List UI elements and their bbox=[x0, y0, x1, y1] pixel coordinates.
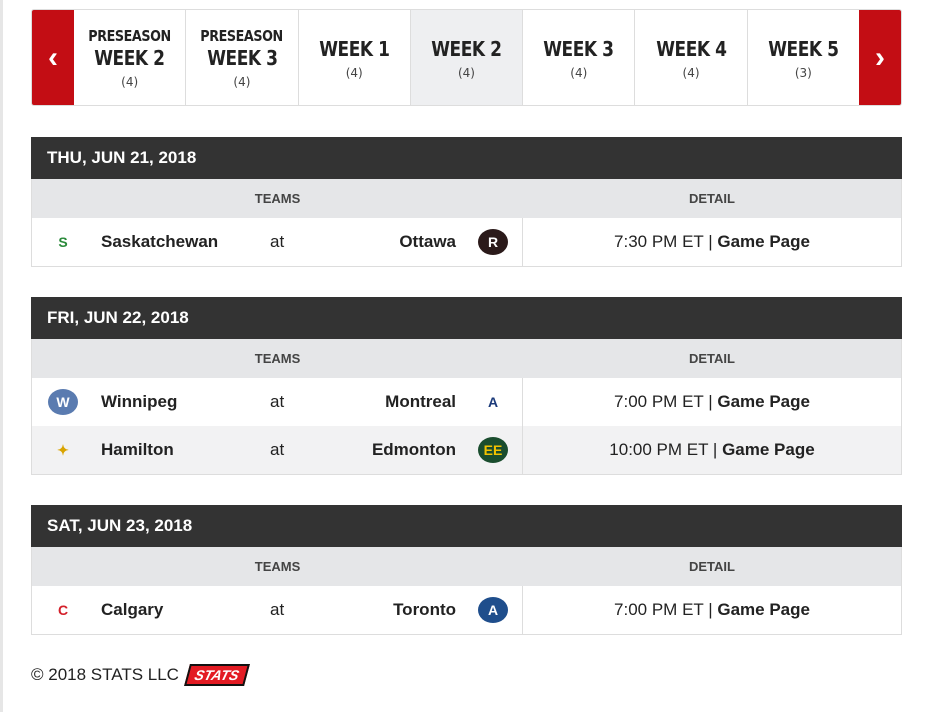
calgary-logo-icon: C bbox=[57, 602, 69, 618]
separator: | bbox=[703, 392, 718, 411]
tab-label: WEEK 3 bbox=[543, 36, 615, 61]
tab-label: WEEK 3 bbox=[206, 45, 278, 70]
prev-week-button[interactable]: ‹ bbox=[32, 10, 74, 105]
tab-count: (4) bbox=[457, 65, 475, 80]
detail-column-header: DETAIL bbox=[689, 351, 735, 366]
game-time: 7:30 PM ET bbox=[614, 232, 704, 251]
week-navigation: ‹ PRESEASON WEEK 2 (4) PRESEASON WEEK 3 (4) WE… bbox=[31, 9, 902, 106]
detail-column-header: DETAIL bbox=[689, 191, 735, 206]
day-schedule: THU, JUN 21, 2018 TEAMS DETAIL S Saskatche… bbox=[31, 137, 902, 267]
game-row: W Winnipeg at Montreal A 7:00 PM ET | Game P… bbox=[32, 378, 901, 426]
chevron-left-icon: ‹ bbox=[48, 40, 58, 74]
tab-count: (3) bbox=[794, 65, 812, 80]
tab-prefix: PRESEASON bbox=[200, 26, 284, 45]
away-team: Winnipeg bbox=[101, 392, 178, 411]
week-tab[interactable]: WEEK 3 (4) bbox=[522, 10, 634, 105]
at-label: at bbox=[270, 600, 285, 619]
chevron-right-icon: › bbox=[874, 40, 885, 74]
ottawa-logo-icon: R bbox=[478, 229, 508, 255]
day-schedule: FRI, JUN 22, 2018 TEAMS DETAIL W Winnipeg a… bbox=[31, 297, 902, 475]
teams-column-header: TEAMS bbox=[254, 351, 301, 366]
separator: | bbox=[703, 232, 718, 251]
edmonton-logo-icon: EE bbox=[478, 437, 508, 463]
date-header: FRI, JUN 22, 2018 bbox=[31, 297, 902, 339]
date-header: THU, JUN 21, 2018 bbox=[31, 137, 902, 179]
date-header: SAT, JUN 23, 2018 bbox=[31, 505, 902, 547]
home-team: Edmonton bbox=[371, 440, 456, 459]
game-time: 7:00 PM ET bbox=[614, 392, 704, 411]
home-team: Montreal bbox=[385, 392, 456, 411]
tab-label: WEEK 2 bbox=[431, 36, 502, 61]
column-headers: TEAMS DETAIL bbox=[32, 339, 901, 378]
week-tab[interactable]: WEEK 1 (4) bbox=[297, 10, 410, 105]
page-edge bbox=[0, 0, 3, 712]
week-tab[interactable]: WEEK 4 (4) bbox=[634, 10, 746, 105]
tab-count: (4) bbox=[233, 74, 251, 89]
game-page-link[interactable]: Game Page bbox=[717, 232, 810, 251]
game-time: 10:00 PM ET bbox=[609, 440, 709, 459]
tab-label: WEEK 2 bbox=[94, 45, 165, 70]
teams-column-header: TEAMS bbox=[254, 191, 301, 206]
tab-label: WEEK 5 bbox=[768, 36, 839, 61]
separator: | bbox=[703, 600, 718, 619]
away-team: Saskatchewan bbox=[101, 232, 219, 251]
at-label: at bbox=[270, 392, 285, 411]
column-headers: TEAMS DETAIL bbox=[32, 547, 901, 586]
away-team: Calgary bbox=[101, 600, 164, 619]
game-row: C Calgary at Toronto A 7:00 PM ET | Game Pag… bbox=[32, 586, 901, 634]
column-headers: TEAMS DETAIL bbox=[32, 179, 901, 218]
game-page-link[interactable]: Game Page bbox=[717, 600, 810, 619]
teams-column-header: TEAMS bbox=[254, 559, 301, 574]
at-label: at bbox=[270, 440, 285, 459]
tab-count: (4) bbox=[345, 65, 363, 80]
game-row: ✦ Hamilton at Edmonton EE 10:00 PM ET | Game… bbox=[32, 426, 901, 474]
separator: | bbox=[708, 440, 723, 459]
week-tab[interactable]: PRESEASON WEEK 3 (4) bbox=[185, 10, 297, 105]
day-schedule: SAT, JUN 23, 2018 TEAMS DETAIL C Calgary at… bbox=[31, 505, 902, 635]
toronto-logo-icon: A bbox=[478, 597, 508, 623]
saskatchewan-logo-icon: S bbox=[58, 234, 68, 250]
week-tab[interactable]: WEEK 2 (4) bbox=[409, 10, 523, 105]
footer: © 2018 STATS LLC STATS bbox=[31, 664, 250, 686]
tab-prefix: PRESEASON bbox=[88, 26, 171, 45]
week-tab[interactable]: PRESEASON WEEK 2 (4) bbox=[74, 10, 185, 105]
montreal-logo-icon: A bbox=[487, 394, 499, 410]
tab-count: (4) bbox=[121, 74, 139, 89]
tab-label: WEEK 4 bbox=[655, 36, 727, 61]
week-tab[interactable]: WEEK 5 (3) bbox=[746, 10, 859, 105]
stats-logo: STATS bbox=[184, 664, 250, 686]
hamilton-logo-icon: ✦ bbox=[57, 441, 69, 458]
copyright-text: © 2018 STATS LLC bbox=[31, 665, 179, 684]
home-team: Toronto bbox=[393, 600, 456, 619]
next-week-button[interactable]: › bbox=[858, 10, 901, 105]
at-label: at bbox=[270, 232, 285, 251]
game-page-link[interactable]: Game Page bbox=[722, 440, 815, 459]
winnipeg-logo-icon: W bbox=[48, 389, 78, 415]
tab-count: (4) bbox=[682, 65, 700, 80]
tab-count: (4) bbox=[570, 65, 588, 80]
home-team: Ottawa bbox=[399, 232, 456, 251]
game-row: S Saskatchewan at Ottawa R 7:30 PM ET | Game… bbox=[32, 218, 901, 266]
game-time: 7:00 PM ET bbox=[614, 600, 704, 619]
tab-label: WEEK 1 bbox=[319, 36, 390, 61]
game-page-link[interactable]: Game Page bbox=[717, 392, 810, 411]
away-team: Hamilton bbox=[101, 440, 174, 459]
detail-column-header: DETAIL bbox=[689, 559, 735, 574]
